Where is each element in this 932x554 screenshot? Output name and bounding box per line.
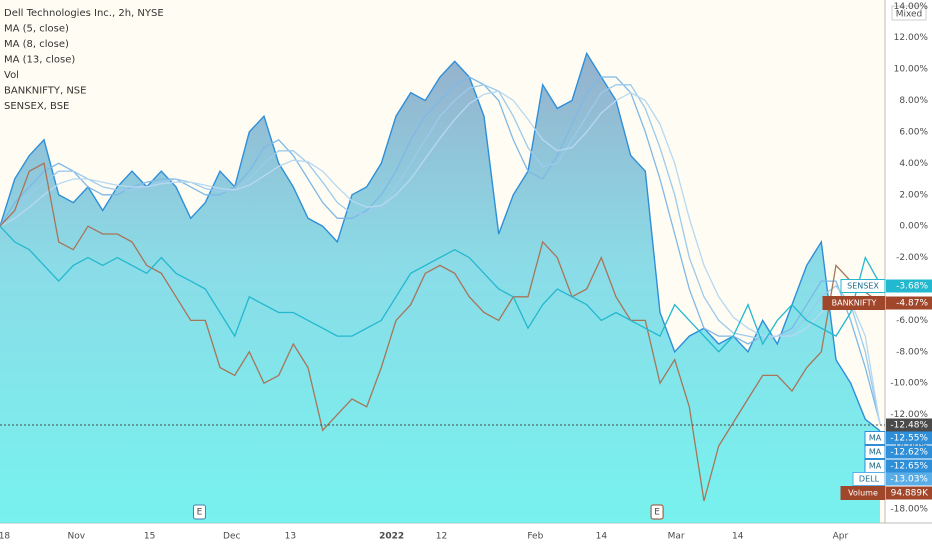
earnings-marker	[192, 504, 206, 520]
price-badge-text: -12.65%	[890, 462, 928, 472]
price-badge	[886, 445, 932, 459]
price-badge-name-text: MA	[869, 462, 882, 471]
price-badge	[886, 431, 932, 445]
x-tick-label: 13	[285, 532, 296, 542]
legend-entry: BANKNIFTY, NSE	[4, 86, 86, 97]
earnings-label: E	[654, 508, 660, 518]
price-badge-text: -12.62%	[890, 448, 928, 458]
price-badge-text: -12.55%	[890, 434, 928, 444]
price-badge	[886, 296, 932, 310]
price-badge-name-text: DELL	[859, 475, 880, 484]
price-badge-text: -3.68%	[896, 282, 928, 292]
price-badge	[886, 418, 932, 432]
series-line	[0, 225, 881, 353]
price-badge-text: -4.87%	[896, 299, 928, 309]
series-line	[0, 162, 881, 502]
price-badge	[886, 459, 932, 473]
price-badge-name-text: MA	[869, 434, 882, 443]
y-tick-label: 12.00%	[894, 33, 929, 43]
legend-entry: SENSEX, BSE	[4, 101, 69, 112]
x-tick-label: 12	[436, 532, 447, 542]
price-badge-name	[840, 279, 886, 293]
y-tick-label: 0.00%	[899, 222, 928, 232]
x-tick-label: Nov	[67, 532, 85, 542]
earnings-label: E	[197, 508, 203, 518]
series-line	[0, 90, 881, 425]
x-tick-label: Feb	[527, 532, 543, 542]
price-badge-text: 94.889K	[891, 489, 929, 499]
x-tick-label: 18	[0, 532, 10, 542]
price-badge-text: -13.03%	[890, 475, 928, 485]
price-badge	[886, 486, 932, 500]
y-tick-label: 10.00%	[894, 65, 929, 75]
x-tick-label: 14	[596, 532, 608, 542]
y-tick-label: 14.00%	[894, 2, 929, 12]
x-tick-label: 15	[144, 532, 155, 542]
price-badge	[886, 279, 932, 293]
x-tick-label: Dec	[223, 532, 240, 542]
y-tick-label: -6.00%	[896, 316, 928, 326]
legend-entry: Vol	[4, 70, 19, 81]
y-tick-label: -18.00%	[890, 504, 928, 514]
price-badge-name	[864, 431, 886, 445]
price-badge-name-text: SENSEX	[847, 282, 879, 291]
price-badge-name-text: Volume	[848, 489, 878, 498]
price-badge-text: -12.48%	[890, 421, 928, 431]
price-badge-name	[852, 472, 886, 486]
y-tick-label: 6.00%	[899, 127, 928, 137]
legend-entry: MA (5, close)	[4, 24, 69, 35]
x-tick-label: 2022	[379, 532, 404, 542]
y-tick-label: 4.00%	[899, 159, 928, 169]
scale-mode[interactable]	[891, 5, 927, 21]
y-tick-label: 2.00%	[899, 190, 928, 200]
y-tick-label: 8.00%	[899, 96, 928, 106]
x-tick-label: Mar	[668, 532, 685, 542]
price-badge-name-text: BANKNIFTY	[832, 299, 877, 308]
price-badge-name	[840, 486, 886, 500]
price-badge-name	[822, 296, 886, 310]
earnings-marker	[650, 504, 664, 520]
x-tick-label: 14	[732, 532, 744, 542]
price-badge-name	[864, 445, 886, 459]
y-tick-label: -12.00%	[890, 410, 928, 420]
y-tick-label: -2.00%	[896, 253, 928, 263]
y-tick-label: -10.00%	[890, 379, 928, 389]
area	[0, 53, 880, 524]
price-badge-name-text: MA	[869, 448, 882, 457]
legend-entry: MA (8, close)	[4, 39, 69, 50]
scale-mode-label: Mixed	[896, 10, 923, 20]
legend-entry: Dell Technologies Inc., 2h, NYSE	[4, 8, 164, 19]
legend-entry: MA (13, close)	[4, 55, 75, 66]
y-tick-label: -8.00%	[896, 347, 928, 357]
x-tick-label: Apr	[833, 532, 849, 542]
price-badge	[886, 472, 932, 486]
